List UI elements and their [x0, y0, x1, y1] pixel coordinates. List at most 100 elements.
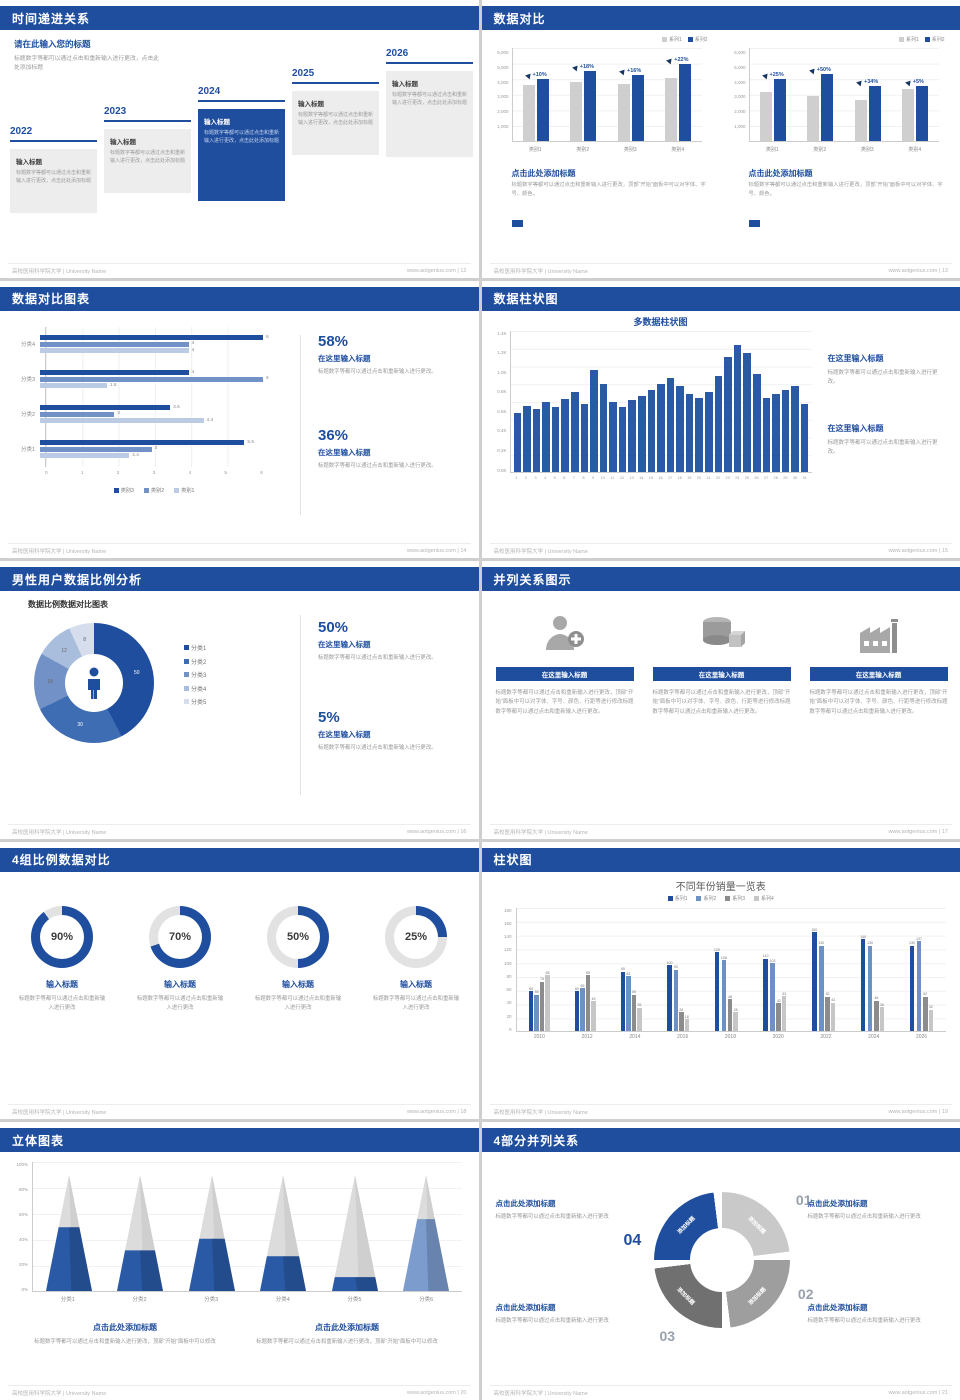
bar: 2.4 — [40, 453, 139, 459]
parallel-column-3: 在这里输入标题 标题数字等都可以通过点击和重新输入进行更改，顶部“开始”面板中可… — [809, 607, 948, 717]
slide-title: 立体图表 — [12, 1133, 65, 1148]
bar — [631, 994, 637, 1031]
slide-15-column-chart[interactable]: 数据柱状图 多数据柱状图 1.4K 1.2K 1.0K 0.8K 0.6K 0.4K 0.2… — [481, 280, 960, 559]
footer-site: www.aotgenius.com — [407, 548, 460, 554]
bar — [874, 1000, 879, 1031]
bar-wrap: 43 — [830, 998, 836, 1031]
cone-cell — [331, 1175, 378, 1292]
x-axis-labels: 类别1 类别2 类别3 类别4 — [749, 146, 939, 153]
bar-stack: 5.5 3 2.4 — [40, 440, 263, 459]
y-tick: 3,000 — [734, 94, 746, 100]
growth-label: +50% — [808, 66, 831, 74]
bar-wrap: 35 — [637, 1003, 642, 1031]
y-tick: 0.8K — [497, 389, 507, 395]
gauge-title: 输入标题 — [400, 979, 432, 989]
donut-gauge: 70% — [149, 905, 211, 968]
slide-19-grouped-columns[interactable]: 柱状图 不同年份销量一览表 系列1 系列2 系列3 系列4 180 160 140 1… — [481, 841, 960, 1120]
title-button[interactable]: 在这里输入标题 — [495, 667, 634, 682]
stat-percentage: 5% — [318, 709, 340, 727]
y-tick: 40% — [18, 1237, 28, 1243]
bar-wrap: 18 — [684, 1015, 689, 1031]
legend-label: 类别2 — [150, 487, 165, 494]
bar — [800, 403, 809, 472]
slide-13-data-comparison[interactable]: 数据对比 系列1 系列2 6,000 5,000 4,000 3,000 2,000 1,… — [481, 0, 960, 278]
legend-item: 系列3 — [725, 895, 745, 902]
slide-title: 数据柱状图 — [493, 292, 559, 307]
bar — [580, 988, 585, 1031]
bar-value: 90 — [620, 967, 625, 972]
bar-group: +22% — [664, 56, 691, 141]
y-tick: 5,000 — [497, 64, 509, 70]
grouped-bar-chart: +10% +18% +16% +22% — [511, 48, 702, 142]
bar-value: 28 — [679, 1007, 684, 1012]
caption-title: 点击此处添加标题 — [93, 1323, 157, 1333]
bar — [666, 378, 675, 472]
bar-value: 55 — [631, 990, 636, 995]
y-tick: 1,000 — [497, 123, 509, 129]
footer-right: www.aotgenius.com21 — [888, 1390, 948, 1396]
caption-block-1: 点击此处添加标题 标题数字等都可以通过点击和重新输入进行更改，顶部“开始”面板中… — [30, 1322, 220, 1347]
y-axis-labels: 6,000 5,000 4,000 3,000 2,000 1,000 — [490, 50, 509, 129]
x-tick: 31 — [802, 475, 807, 480]
timeline-box-title: 输入标题 — [392, 81, 418, 88]
category-label: 分类2 — [20, 412, 35, 419]
bar — [733, 1012, 738, 1031]
growth-flag-icon — [666, 56, 675, 64]
growth-flag-icon — [856, 78, 864, 86]
x-tick: 1 — [80, 470, 84, 476]
number-04: 04 — [623, 1232, 642, 1250]
legend-item: 分类4 — [184, 684, 206, 693]
x-tick: 分类1 — [60, 1297, 75, 1304]
bar — [763, 958, 768, 1031]
donut-gauge: 50% — [267, 905, 329, 968]
timeline-box-body: 标题数字等都可以通过点击和重新输入进行更改，点击此处添加标题 — [392, 92, 468, 106]
bar-stack: 4 6 1.8 — [40, 370, 269, 389]
title-button[interactable]: 在这里输入标题 — [652, 667, 791, 682]
y-tick: 20% — [18, 1262, 28, 1268]
y-tick: 4,000 — [734, 79, 746, 85]
x-tick: 8 — [582, 475, 585, 480]
bar — [591, 1001, 596, 1031]
slide-21-four-part-ring[interactable]: 4部分并列关系 添加标题 添加标题 添加标题 添加标题 01 02 03 04 … — [481, 1122, 960, 1400]
segmented-ring-diagram: 添加标题 添加标题 添加标题 添加标题 01 02 03 04 — [624, 1192, 814, 1344]
bar — [915, 86, 928, 141]
bar — [537, 79, 550, 141]
slide-16-donut-analysis[interactable]: 男性用户数据比例分析 数据比例数据对比图表 50 30 18 12 8 分类1 分类2 分类… — [0, 561, 479, 839]
block-title: 点击此处添加标题 — [495, 1303, 556, 1313]
slide-20-cone-chart[interactable]: 立体图表 100% 80% 60% 40% 20% 0% 分类1 分类2 分类3 分类4 分类5 分… — [0, 1122, 479, 1400]
stat-title: 在这里输入标题 — [318, 353, 371, 363]
x-tick: 29 — [783, 475, 788, 480]
bar-wrap: 42 — [776, 999, 781, 1031]
bar: 5.5 — [40, 440, 254, 446]
stat-body: 标题数字等都可以通过点击和重新输入进行更改。 — [318, 462, 437, 469]
gauge-value: 50% — [276, 914, 320, 959]
x-tick: 类别3 — [860, 147, 874, 153]
page-number: 13 — [941, 267, 948, 274]
bar-value: 137 — [916, 936, 923, 941]
bar-value: 42 — [776, 998, 781, 1003]
caption-title: 点击此处添加标题 — [511, 169, 576, 178]
intro-body: 标题数字等都可以通过点击和重新输入进行更改，点击此处添加标题 — [14, 56, 159, 72]
bar — [657, 384, 665, 472]
slide-12-timeline[interactable]: 时间递进关系 请在此输入您的标题 标题数字等都可以通过点击和重新输入进行更改，点… — [0, 0, 479, 278]
x-axis-labels: 类别1 类别2 类别3 类别4 — [512, 146, 702, 153]
comparison-panel-right: 系列1 系列2 6,000 5,000 4,000 3,000 2,000 1,000 +… — [725, 34, 953, 267]
title-button[interactable]: 在这里输入标题 — [809, 667, 948, 682]
bar-wrap: 137 — [916, 937, 922, 1031]
legend-swatch — [725, 895, 731, 901]
slide-18-gauges[interactable]: 4组比例数据对比 90% 输入标题 标题数字等都可以通过点击和重新输入进行更改 … — [0, 841, 479, 1120]
bar — [721, 960, 727, 1031]
bar — [561, 398, 569, 472]
bar — [774, 79, 787, 141]
legend-swatch — [696, 895, 702, 901]
slide-14-hbar-chart[interactable]: 数据对比图表 分类4 6 4 4 分类3 4 6 1.8 分类2 3.5 2 4.4 分类1 5.5 3 2.… — [0, 280, 479, 559]
slide-17-parallel-items[interactable]: 并列关系图示 在这里输入标题 标题数字等都可以通过点击和重新输入进行更改，顶部“… — [481, 561, 960, 839]
timeline-step-2023: 2023 输入标题 标题数字等都可以通过点击和重新输入进行更改，点击此处添加标题 — [104, 106, 191, 193]
cone-shape — [45, 1175, 92, 1292]
bar-wrap: 55 — [631, 990, 637, 1031]
bar-wrap: 48 — [727, 995, 733, 1031]
bar — [727, 999, 733, 1031]
bar: 4 — [40, 348, 194, 354]
bar — [830, 1002, 836, 1031]
grouped-bar-chart: +25% +50% +34% +5% — [748, 48, 939, 142]
